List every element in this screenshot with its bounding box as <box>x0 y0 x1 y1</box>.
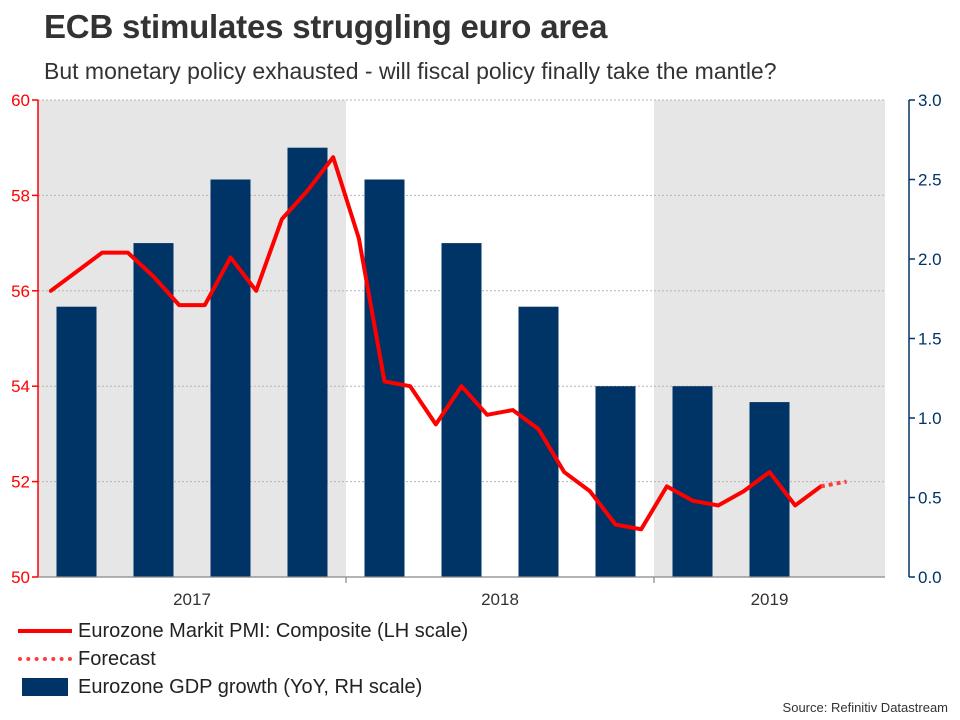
gdp-bar-q3-2017 <box>210 179 251 577</box>
left-axis-label-60: 60 <box>11 91 30 110</box>
legend-swatch-pmi <box>18 629 72 633</box>
left-axis-label-50: 50 <box>11 568 30 587</box>
right-axis-label-4: 2.0 <box>918 250 942 269</box>
combo-chart: 50 52 54 56 58 60 0.0 0.5 1.0 1.5 2.0 2.5 3.0 2017 201… <box>11 91 942 609</box>
legend-item-pmi: Eurozone Markit PMI: Composite (LH scale… <box>18 617 468 645</box>
right-axis-label-6: 3.0 <box>918 91 942 110</box>
legend-label-gdp: Eurozone GDP growth (YoY, RH scale) <box>78 675 423 698</box>
chart-subtitle: But monetary policy exhausted - will fis… <box>44 58 777 84</box>
right-axis-label-2: 1.0 <box>918 409 942 428</box>
source-note: Source: Refinitiv Datastream <box>782 700 948 715</box>
x-axis-label-2017: 2017 <box>173 590 211 609</box>
legend-swatch-forecast <box>18 657 72 661</box>
legend-label-pmi: Eurozone Markit PMI: Composite (LH scale… <box>78 619 469 642</box>
gdp-bar-q2-2018 <box>441 243 482 577</box>
gdp-bar-q2-2017 <box>133 243 174 577</box>
gdp-bar-q3-2018 <box>518 306 559 577</box>
gdp-bar-q1-2019 <box>672 386 713 577</box>
gdp-bar-q1-2017 <box>56 306 97 577</box>
right-axis-label-5: 2.5 <box>918 171 942 190</box>
x-axis-label-2019: 2019 <box>751 590 789 609</box>
left-axis-label-52: 52 <box>11 473 30 492</box>
left-axis-label-58: 58 <box>11 186 30 205</box>
right-axis-label-0: 0.0 <box>918 568 942 587</box>
legend-label-forecast: Forecast <box>78 647 156 670</box>
right-axis-label-3: 1.5 <box>918 330 942 349</box>
axes: 50 52 54 56 58 60 0.0 0.5 1.0 1.5 2.0 2.5 3.0 2017 201… <box>11 91 942 609</box>
legend-swatch-gdp <box>22 678 68 696</box>
gdp-bar-q4-2018 <box>595 386 636 577</box>
left-axis-label-54: 54 <box>11 377 30 396</box>
gridlines <box>38 99 885 483</box>
chart-title: ECB stimulates struggling euro area <box>44 8 608 45</box>
legend-item-forecast: Forecast <box>18 645 468 673</box>
left-axis-label-56: 56 <box>11 282 30 301</box>
x-axis-label-2018: 2018 <box>481 590 519 609</box>
pmi-line-layer <box>48 155 847 532</box>
pmi-line <box>48 155 823 532</box>
legend: Eurozone Markit PMI: Composite (LH scale… <box>18 617 468 701</box>
gdp-bar-q4-2017 <box>287 147 328 577</box>
legend-item-gdp: Eurozone GDP growth (YoY, RH scale) <box>18 673 468 701</box>
right-axis-label-1: 0.5 <box>918 489 942 508</box>
